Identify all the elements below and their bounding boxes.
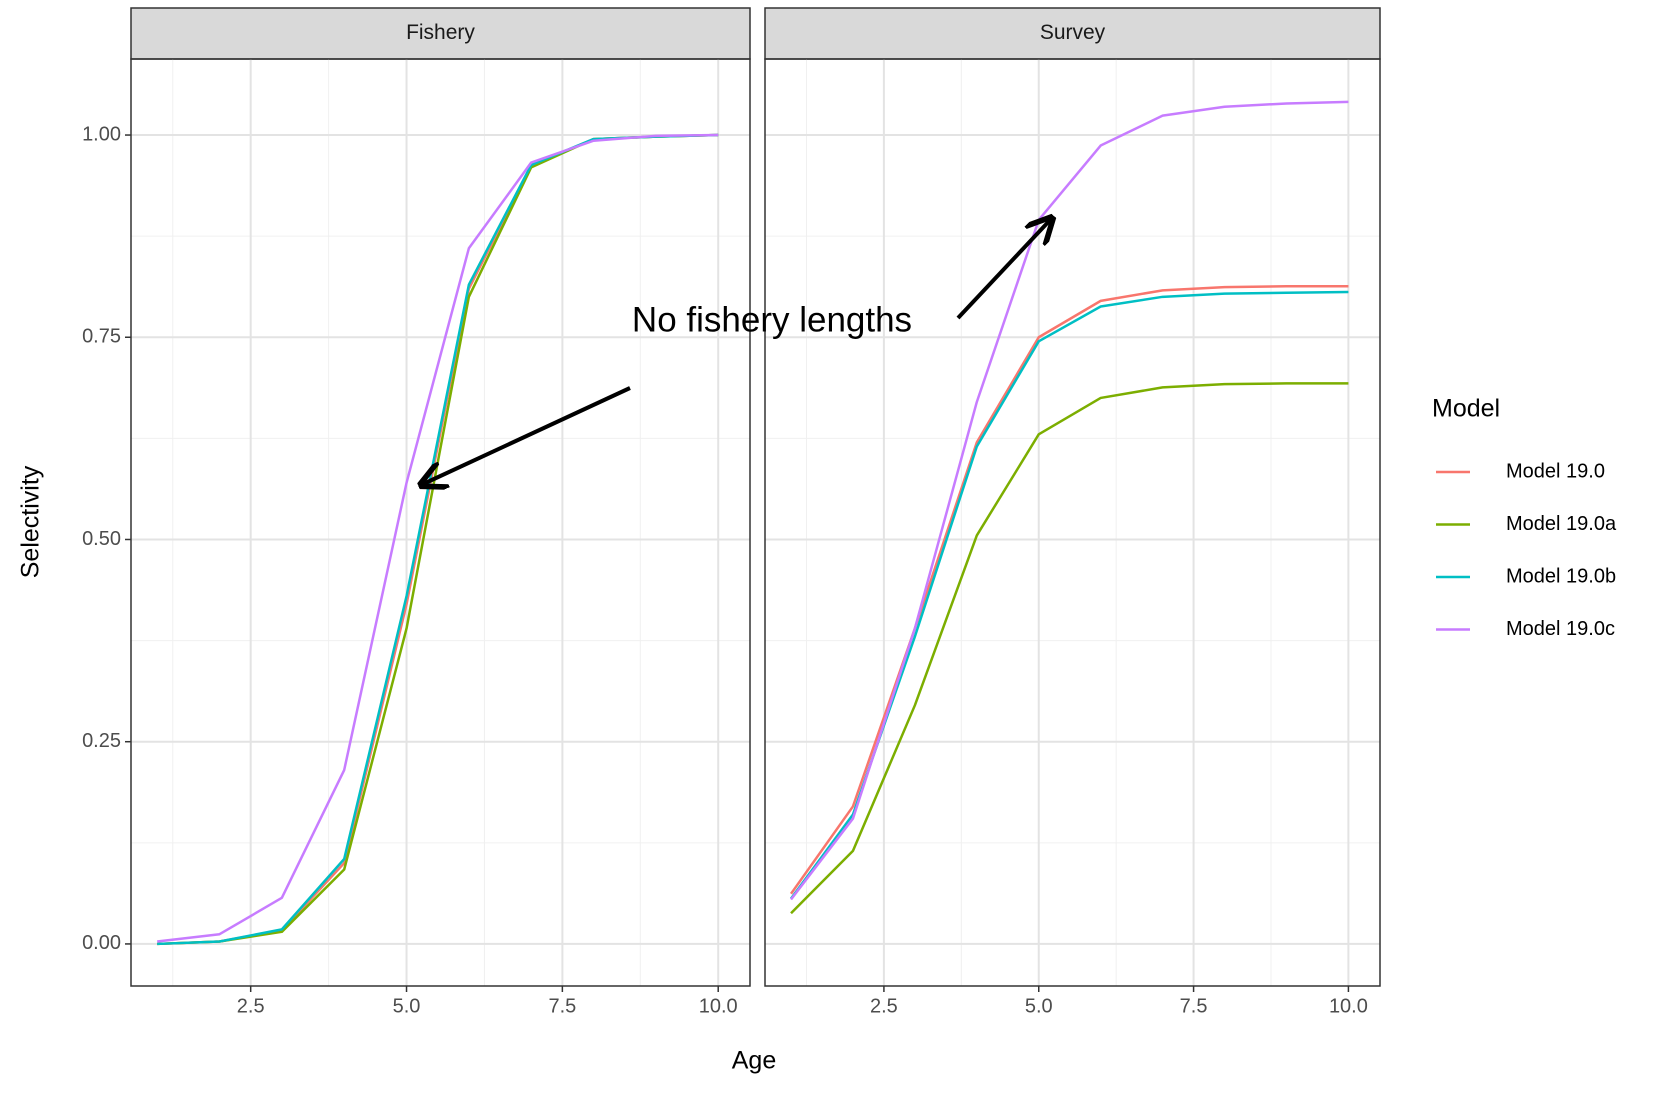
panel: Survey 2.5 5.0 7.5 10.0 (764, 7, 1381, 1017)
strip-text: Survey (1040, 21, 1106, 44)
legend-label: Model 19.0c (1506, 618, 1615, 640)
x-tick-label: 5.0 (1025, 995, 1053, 1017)
legend: Model Model 19.0 Model 19.0a Model 19.0b Mo… (1432, 395, 1617, 640)
panel-background (131, 59, 750, 986)
legend-label: Model 19.0 (1506, 460, 1605, 482)
x-axis-title: Age (732, 1047, 776, 1075)
strip-text: Fishery (406, 21, 475, 44)
y-tick-label: 1.00 (82, 123, 121, 145)
panel-border (764, 58, 1381, 987)
panel-border (130, 58, 751, 987)
panel-background (765, 59, 1380, 986)
y-tick-label: 0.50 (82, 528, 121, 550)
x-tick-label: 7.5 (1180, 995, 1208, 1017)
x-tick-label: 5.0 (393, 995, 421, 1017)
y-axis-title: Selectivity (17, 465, 45, 578)
annotation: No fishery lengths (421, 218, 1052, 485)
y-tick-label: 0.00 (82, 932, 121, 954)
series-line (157, 133, 719, 943)
annotation-arrow (956, 218, 1052, 320)
panels: Fishery 2.5 5.0 7.5 10.0 0.00 0.25 0.50 0.75 1.00… (82, 7, 1381, 1017)
y-tick-label: 0.25 (82, 730, 121, 752)
x-tick-label: 10.0 (699, 995, 738, 1017)
series-line (790, 100, 1349, 901)
x-tick-label: 2.5 (237, 995, 265, 1017)
series-line (789, 285, 1349, 895)
panel: Fishery 2.5 5.0 7.5 10.0 0.00 0.25 0.50 0.75 1.00 (82, 7, 751, 1017)
legend-label: Model 19.0b (1506, 565, 1616, 587)
legend-label: Model 19.0a (1506, 513, 1617, 535)
series-line (790, 382, 1349, 915)
y-tick-label: 0.75 (82, 326, 121, 348)
strip-background (130, 7, 751, 60)
strip-background (764, 7, 1381, 60)
x-tick-label: 2.5 (870, 995, 898, 1017)
annotation-arrow (421, 386, 631, 485)
legend-title: Model (1432, 395, 1500, 423)
x-tick-label: 7.5 (548, 995, 576, 1017)
annotation-text: No fishery lengths (632, 300, 912, 339)
x-tick-label: 10.0 (1329, 995, 1368, 1017)
